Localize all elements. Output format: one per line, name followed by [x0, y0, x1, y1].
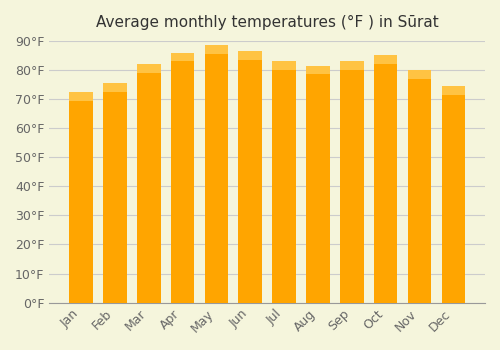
Bar: [306, 65, 330, 74]
Bar: [340, 61, 363, 303]
Bar: [103, 83, 126, 92]
Bar: [272, 61, 296, 303]
Bar: [137, 64, 160, 303]
Bar: [442, 86, 465, 95]
Bar: [306, 65, 330, 303]
Bar: [340, 61, 363, 70]
Bar: [408, 70, 432, 79]
Bar: [170, 52, 194, 303]
Title: Average monthly temperatures (°F ) in Sūrat: Average monthly temperatures (°F ) in Sū…: [96, 15, 438, 30]
Bar: [374, 55, 398, 303]
Bar: [204, 45, 229, 303]
Bar: [103, 83, 126, 303]
Bar: [272, 61, 296, 70]
Bar: [69, 92, 93, 303]
Bar: [408, 70, 432, 303]
Bar: [374, 55, 398, 64]
Bar: [137, 64, 160, 73]
Bar: [238, 51, 262, 60]
Bar: [204, 45, 229, 54]
Bar: [442, 86, 465, 303]
Bar: [170, 52, 194, 61]
Bar: [238, 51, 262, 303]
Bar: [69, 92, 93, 100]
